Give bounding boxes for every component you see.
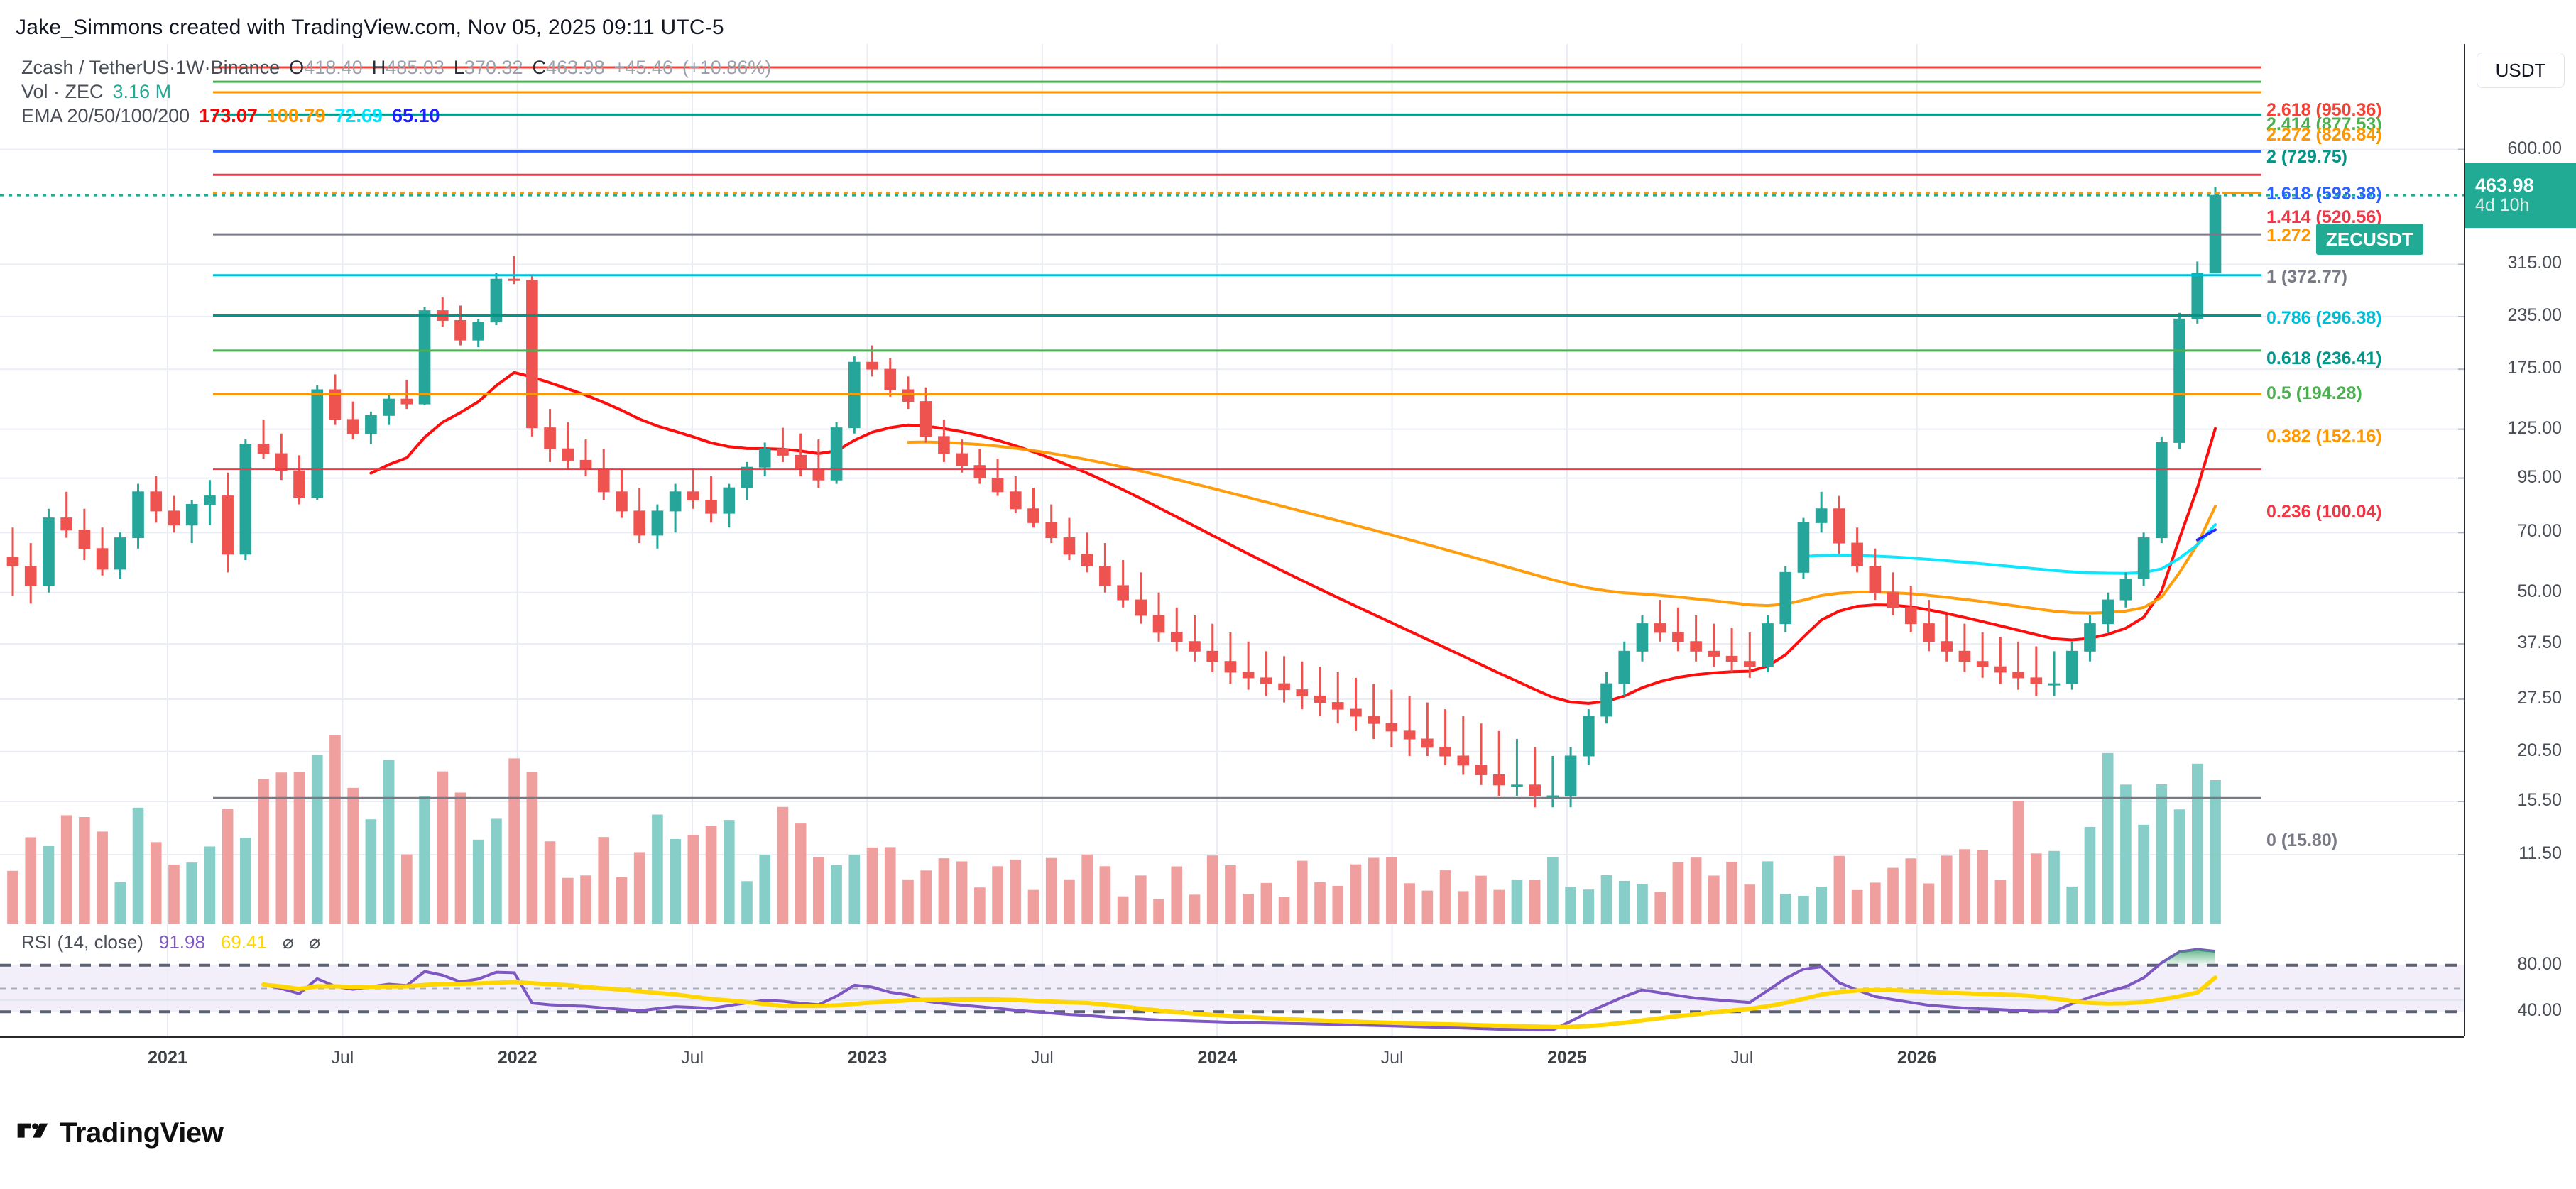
chart-canvas (0, 44, 2464, 1036)
current-price-value: 463.98 (2475, 175, 2534, 197)
rsi-na-2: ⌀ (309, 931, 321, 953)
fib-level-label: 0.382 (152.16) (2266, 427, 2382, 447)
time-axis[interactable]: 2021 Jul 2022 Jul 2023 Jul 2024 Jul 2025 Jul 2026 (0, 1036, 2464, 1082)
fib-level-label: 0.618 (236.41) (2266, 348, 2382, 368)
time-axis-tick: Jul (331, 1048, 354, 1068)
time-axis-tick: 2023 (847, 1048, 888, 1068)
attribution-text: Jake_Simmons created with TradingView.co… (16, 16, 724, 39)
fib-level-label: 0.236 (100.04) (2266, 501, 2382, 522)
time-axis-tick: Jul (1030, 1048, 1054, 1068)
rsi-na-1: ⌀ (282, 931, 294, 953)
price-axis-tick: 15.50 (2517, 790, 2562, 811)
tradingview-logo-icon (17, 1123, 48, 1138)
current-price-label: 463.98 4d 10h (2465, 163, 2576, 229)
footer-brand: TradingView (16, 1116, 224, 1150)
rsi-ma-value: 69.41 (220, 931, 267, 953)
price-axis-tick: 11.50 (2518, 843, 2562, 863)
bar-countdown: 4d 10h (2475, 194, 2530, 215)
price-axis-tick: 600.00 (2507, 138, 2562, 158)
symbol-price-tag: ZECUSDT (2316, 224, 2423, 256)
fib-level-label: 2.414 (877.53) (2266, 114, 2382, 135)
fib-level-label: 2.618 (950.36) (2266, 100, 2382, 121)
time-axis-tick: Jul (1380, 1048, 1404, 1068)
price-axis-tick: 125.00 (2507, 417, 2562, 438)
price-axis-tick: 37.50 (2517, 632, 2562, 653)
fib-level-label: 1.618 (593.38) (2266, 184, 2382, 204)
time-axis-tick: 2021 (148, 1048, 187, 1068)
price-axis-tick: 50.00 (2517, 581, 2562, 601)
rsi-value: 91.98 (158, 931, 205, 953)
time-axis-tick: 2025 (1547, 1048, 1587, 1068)
time-axis-tick: Jul (1730, 1048, 1754, 1068)
price-axis-tick: 70.00 (2517, 521, 2562, 542)
rsi-axis-tick: 40.00 (2517, 1000, 2562, 1021)
price-plot[interactable] (0, 44, 2464, 1036)
tradingview-wordmark: TradingView (60, 1117, 224, 1149)
price-axis-tick: 27.50 (2517, 687, 2562, 708)
price-axis-tick: 315.00 (2507, 253, 2562, 273)
fib-level-label: 0.786 (296.38) (2266, 307, 2382, 328)
fib-level-label: 0.5 (194.28) (2266, 383, 2362, 403)
time-axis-tick: Jul (681, 1048, 704, 1068)
rsi-title[interactable]: RSI (14, close) (21, 931, 143, 953)
currency-badge: USDT (2477, 53, 2565, 88)
price-axis-tick: 235.00 (2507, 305, 2562, 326)
time-axis-tick: 2026 (1896, 1048, 1937, 1068)
fib-level-label: 0 (15.80) (2266, 831, 2338, 851)
rsi-legend: RSI (14, close) 91.98 69.41 ⌀ ⌀ (21, 931, 320, 953)
price-axis-tick: 20.50 (2517, 740, 2562, 760)
price-axis[interactable]: USDT 600.00 315.00 235.00 175.00 125.00 95.00… (2464, 44, 2576, 1036)
fib-level-label: 1 (372.77) (2266, 267, 2347, 287)
rsi-axis-tick: 80.00 (2517, 953, 2562, 974)
price-axis-tick: 95.00 (2517, 466, 2562, 487)
price-axis-tick: 175.00 (2507, 358, 2562, 378)
fib-level-label: 2 (729.75) (2266, 147, 2347, 168)
chart-area[interactable]: Zcash / TetherUS · 1W · Binance O 418.40… (0, 44, 2576, 1080)
fib-level-label: 2.272 (826.84) (2266, 125, 2382, 146)
time-axis-tick: 2022 (497, 1048, 537, 1068)
time-axis-tick: 2024 (1197, 1048, 1237, 1068)
